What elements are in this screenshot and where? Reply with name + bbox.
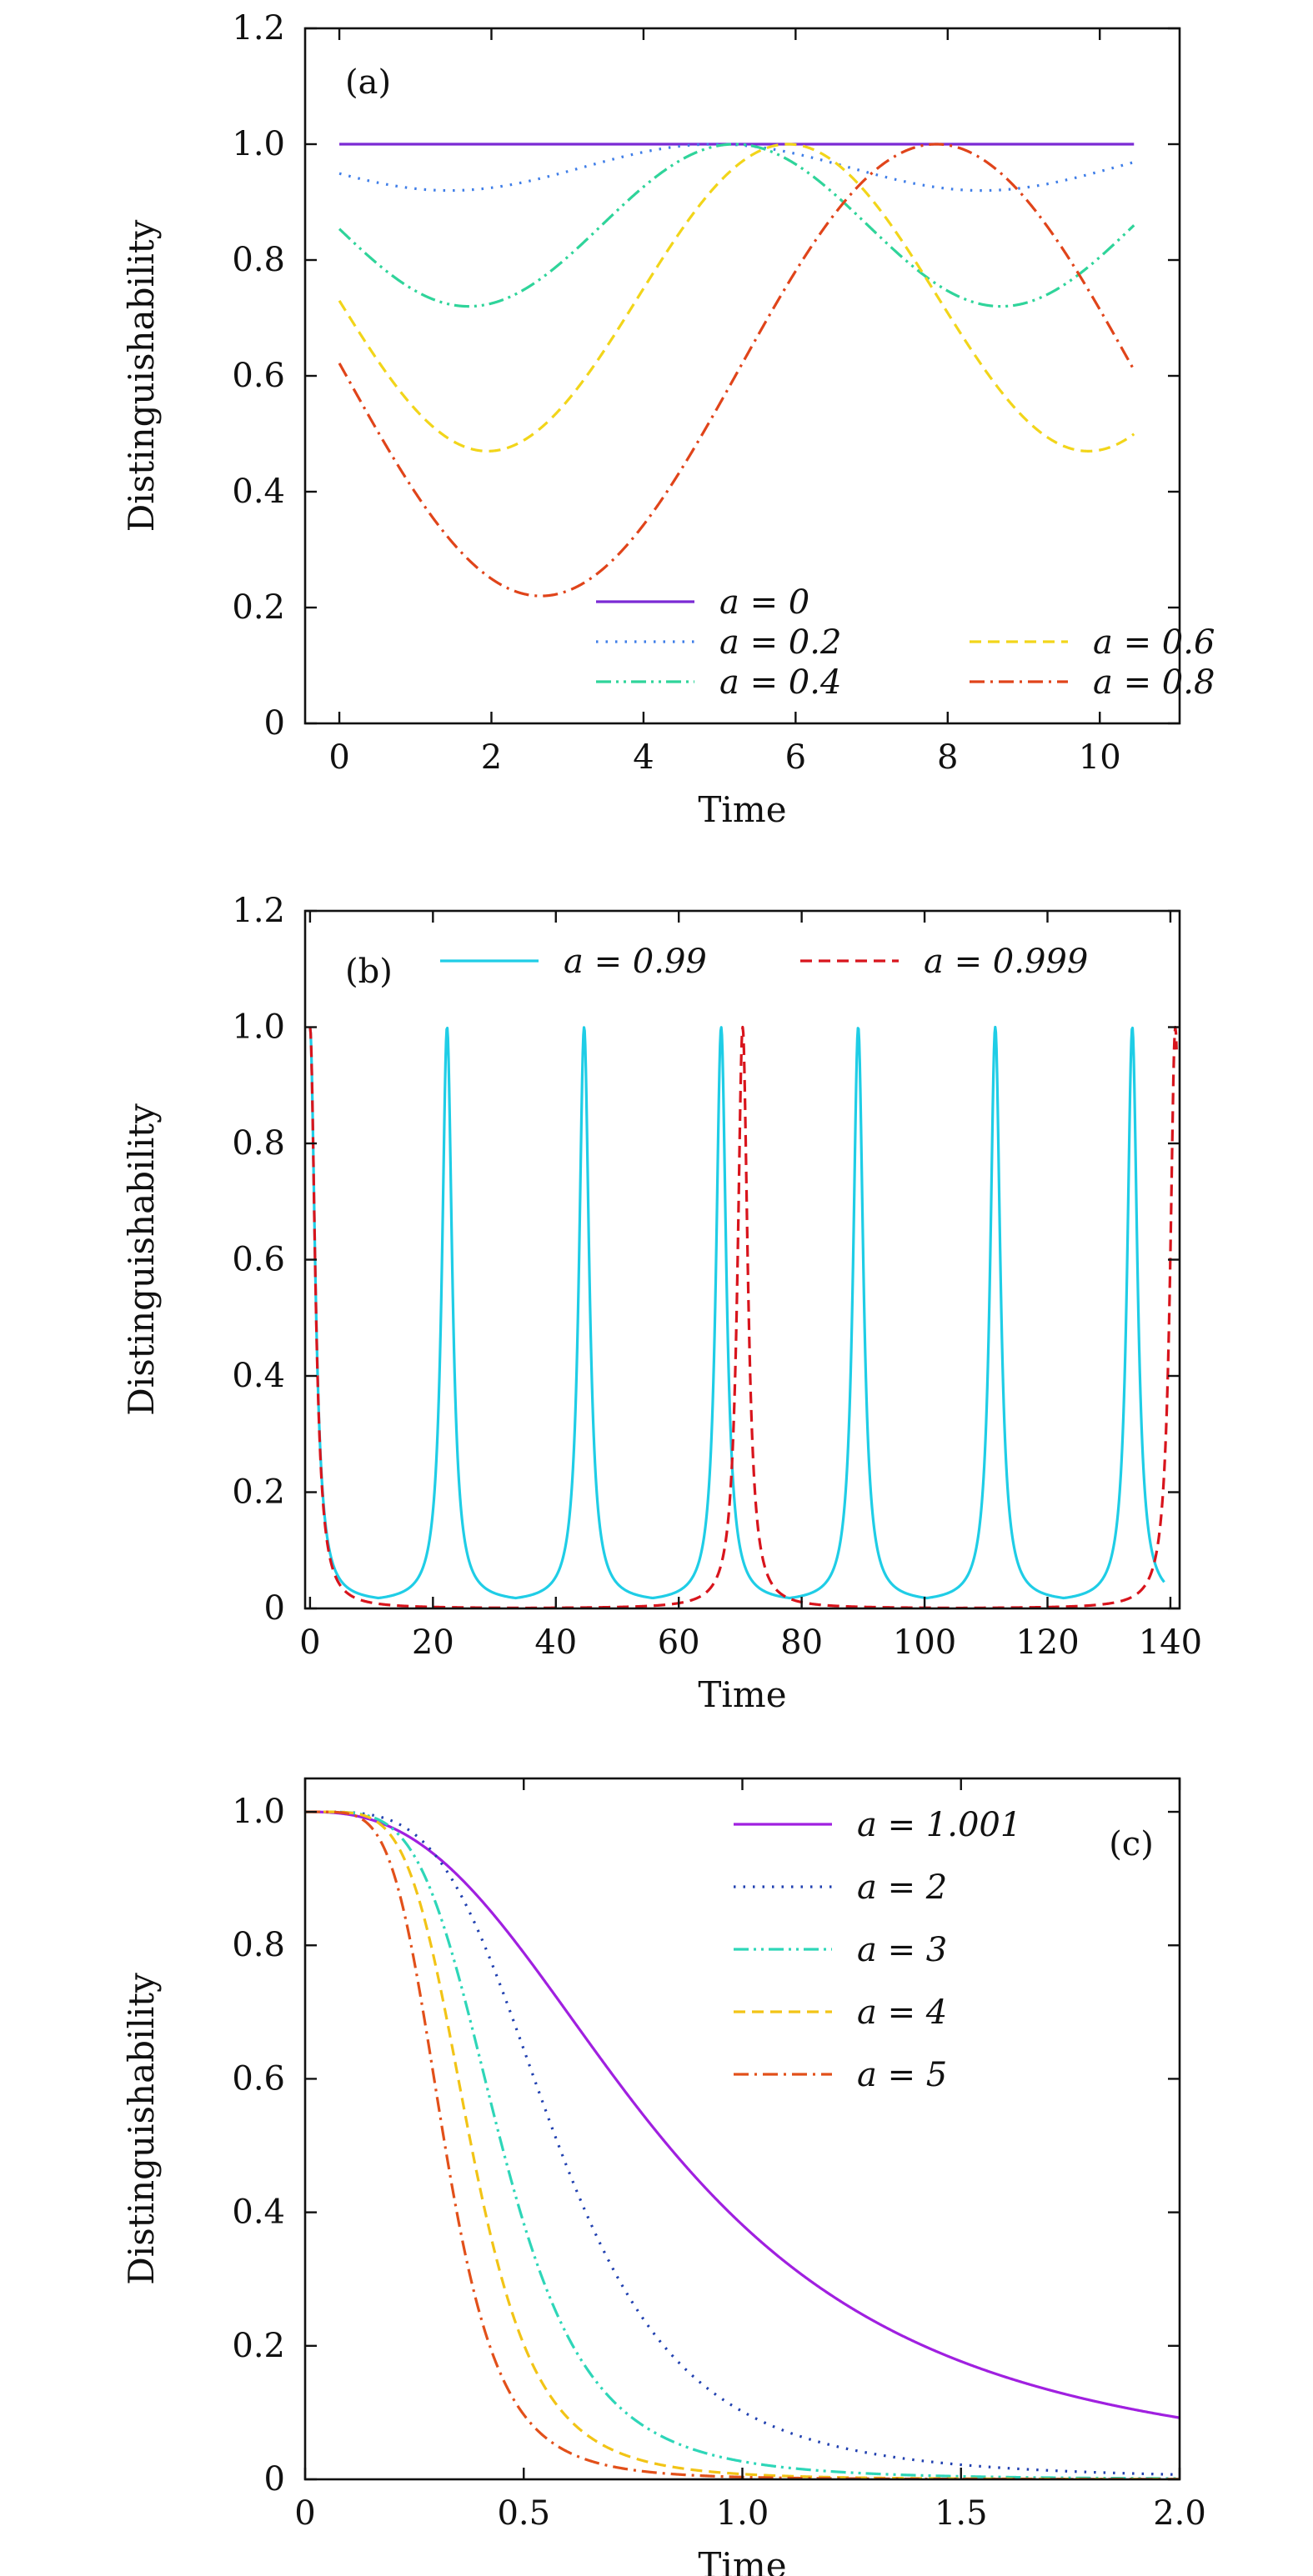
panel-label: (b) xyxy=(345,953,393,991)
y-tick-label: 1.2 xyxy=(232,9,285,48)
y-tick-label: 0.6 xyxy=(232,357,285,395)
x-tick-label: 100 xyxy=(893,1623,956,1662)
legend-label: a = 0.2 xyxy=(719,623,841,662)
legend-label: a = 0.8 xyxy=(1093,663,1215,702)
series-line-a0_99 xyxy=(308,1025,1165,1600)
y-tick-label: 0.4 xyxy=(232,473,285,511)
y-tick-label: 0.8 xyxy=(232,1926,285,1964)
y-tick-label: 0.2 xyxy=(232,588,285,627)
chart-panel-3: 0 0.5 1.0 1.5 2.0 0 0.2 0.4 0.6 0.8 1.0 Time Disting… xyxy=(121,1777,1206,2576)
y-tick-label: 1.0 xyxy=(232,125,285,163)
legend: a = 0.99 a = 0.999 xyxy=(440,943,1088,981)
series-line-a5 xyxy=(305,1810,1180,2479)
series-line-a0_8 xyxy=(338,143,1135,598)
legend-label: a = 0 xyxy=(719,583,809,622)
x-tick-label: 4 xyxy=(633,738,654,777)
chart-panel-2: 0 20 40 60 80 100 120 140 0 0.2 0.4 0.6 0.8 1.0 1.2 Tim… xyxy=(121,892,1202,1715)
x-tick-label: 8 xyxy=(937,738,958,777)
series-line-a3 xyxy=(305,1810,1180,2479)
legend-label: a = 0.999 xyxy=(924,943,1088,981)
x-axis-label: Time xyxy=(698,2545,786,2576)
x-tick-label: 0 xyxy=(328,738,349,777)
legend-label: a = 5 xyxy=(857,2056,947,2094)
y-tick-label: 0 xyxy=(264,2460,285,2498)
y-tick-label: 0.2 xyxy=(232,2327,285,2365)
legend-label: a = 4 xyxy=(857,1993,947,2032)
y-axis-label: Distinguishability xyxy=(121,219,162,532)
legend-label: a = 3 xyxy=(857,1931,947,1969)
x-tick-label: 0 xyxy=(294,2494,315,2533)
x-tick-label: 1.5 xyxy=(935,2494,988,2533)
x-tick-label: 10 xyxy=(1079,738,1121,777)
y-axis-label: Distinguishability xyxy=(121,1103,162,1416)
x-axis-label: Time xyxy=(698,1674,786,1715)
x-tick-label: 0.5 xyxy=(497,2494,550,2533)
y-tick-label: 1.2 xyxy=(232,892,285,930)
x-tick-label: 60 xyxy=(658,1623,700,1662)
series-line-a0_6 xyxy=(338,143,1135,453)
series-line-a0_4 xyxy=(338,143,1135,308)
legend: a = 1.001 a = 2 a = 3 a = 4 a = 5 xyxy=(734,1806,1021,2094)
y-tick-label: 0.6 xyxy=(232,2059,285,2098)
x-axis-label: Time xyxy=(698,789,786,830)
y-tick-label: 0.8 xyxy=(232,1124,285,1163)
x-tick-label: 80 xyxy=(780,1623,823,1662)
y-tick-label: 0.2 xyxy=(232,1473,285,1512)
legend-label: a = 0.99 xyxy=(564,943,707,981)
plot-frame xyxy=(303,909,1181,1610)
y-tick-label: 1.0 xyxy=(232,1008,285,1047)
legend: a = 0a = 0.2 a = 0.6 a = 0.4 a = 0.8 xyxy=(596,583,1215,702)
legend-label: a = 1.001 xyxy=(857,1806,1021,1844)
x-tick-label: 6 xyxy=(785,738,806,777)
legend-label: a = 0.4 xyxy=(719,663,841,702)
y-axis-label: Distinguishability xyxy=(121,1973,162,2285)
y-tick-label: 0.4 xyxy=(232,2193,285,2232)
chart-panel-1: 0 2 4 6 8 10 0 0.2 0.4 0.6 0.8 1.0 1.2 Time Distinguis… xyxy=(121,9,1215,830)
series-line-a4 xyxy=(305,1810,1180,2479)
series-line-a1_001 xyxy=(305,1810,1180,2419)
y-tick-label: 1.0 xyxy=(232,1793,285,1831)
y-tick-label: 0.6 xyxy=(232,1241,285,1279)
y-tick-label: 0 xyxy=(264,1589,285,1628)
x-tick-label: 1.0 xyxy=(716,2494,769,2533)
x-tick-label: 2 xyxy=(481,738,502,777)
y-tick-label: 0.4 xyxy=(232,1357,285,1395)
x-tick-label: 120 xyxy=(1015,1623,1079,1662)
panel-label: (a) xyxy=(345,63,391,102)
legend-label: a = 0.6 xyxy=(1093,623,1215,662)
x-tick-label: 2.0 xyxy=(1153,2494,1206,2533)
y-tick-label: 0 xyxy=(264,704,285,743)
plot-frame xyxy=(303,1777,1181,2481)
x-tick-label: 40 xyxy=(534,1623,577,1662)
y-tick-label: 0.8 xyxy=(232,241,285,279)
x-tick-label: 20 xyxy=(412,1623,454,1662)
series-line-a2 xyxy=(305,1810,1180,2476)
panel-label: (c) xyxy=(1109,1825,1154,1863)
x-tick-label: 0 xyxy=(299,1623,320,1662)
legend-label: a = 2 xyxy=(857,1868,947,1907)
x-tick-label: 140 xyxy=(1139,1623,1202,1662)
